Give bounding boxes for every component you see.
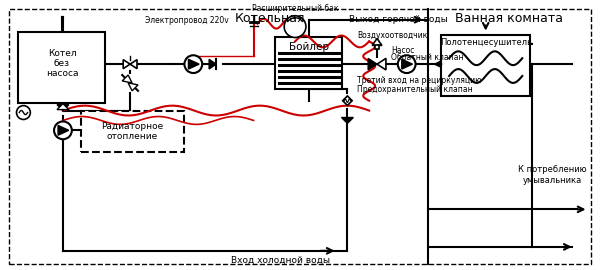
Text: Котельная: Котельная (235, 12, 305, 25)
Text: Выход горячей воды: Выход горячей воды (349, 15, 448, 24)
Circle shape (17, 106, 31, 119)
Polygon shape (402, 59, 412, 69)
Text: Электропровод 220v: Электропровод 220v (145, 16, 228, 25)
Circle shape (398, 55, 416, 73)
Text: Ванная комната: Ванная комната (455, 12, 563, 25)
Circle shape (284, 16, 306, 38)
Polygon shape (57, 105, 69, 111)
Polygon shape (343, 96, 352, 105)
Text: Полотенцесушитель: Полотенцесушитель (440, 38, 532, 47)
Polygon shape (209, 59, 216, 69)
Polygon shape (368, 58, 377, 70)
Polygon shape (57, 104, 69, 110)
Bar (19, 32, 106, 103)
Text: Насос: Насос (391, 46, 414, 55)
Bar (81, 111, 184, 152)
Bar (375, 45, 379, 49)
Text: Воздухоотводчик: Воздухоотводчик (357, 31, 428, 40)
Text: К потреблению
умывальника: К потреблению умывальника (518, 165, 586, 185)
Polygon shape (188, 59, 199, 69)
Polygon shape (372, 38, 382, 45)
Polygon shape (128, 83, 138, 91)
Polygon shape (122, 75, 132, 83)
Text: Обратный клапан: Обратный клапан (391, 53, 463, 62)
Circle shape (184, 55, 202, 73)
Text: Вход холодной воды: Вход холодной воды (231, 256, 330, 265)
Text: Радиаторное
отопление: Радиаторное отопление (101, 122, 164, 141)
Polygon shape (58, 126, 69, 135)
Bar (441, 35, 530, 96)
Text: Расширительный бак: Расширительный бак (252, 4, 338, 13)
Text: Котел
без
насоса: Котел без насоса (46, 49, 78, 79)
Text: Третий вход на рециркуляцию: Третий вход на рециркуляцию (357, 76, 482, 85)
Polygon shape (377, 58, 386, 70)
Polygon shape (341, 117, 353, 123)
Text: Бойлер: Бойлер (289, 42, 329, 52)
Bar (275, 38, 343, 89)
Polygon shape (123, 60, 130, 69)
Polygon shape (130, 60, 137, 69)
Circle shape (54, 122, 72, 139)
Text: Предохранительный клапан: Предохранительный клапан (357, 85, 473, 94)
